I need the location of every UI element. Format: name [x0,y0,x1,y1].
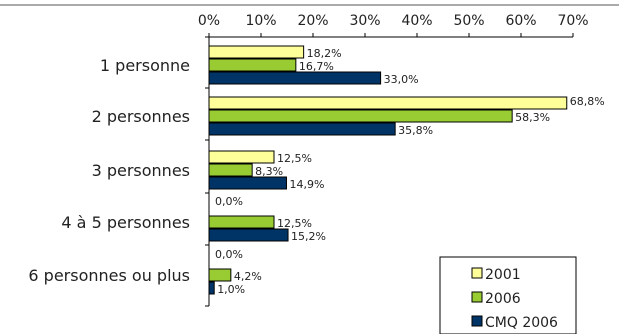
data-label-2-1: 35,8% [398,124,433,137]
category-label-4: 6 personnes ou plus [28,266,190,285]
data-label-2-2: 14,9% [289,178,324,191]
category-label-1: 2 personnes [92,107,190,126]
bar-1-1 [208,109,513,123]
bar-2-4 [208,281,215,295]
x-tick-label-2: 20% [297,13,328,29]
bar-0-1 [208,96,568,110]
legend-swatch-0 [471,267,483,279]
bar-0-2 [208,150,275,164]
bar-2-2 [208,176,287,190]
data-label-1-2: 8,3% [255,165,283,178]
bar-1-4 [208,268,232,282]
x-tick-label-3: 30% [349,13,380,29]
bar-2-3 [208,228,289,242]
data-label-2-0: 33,0% [384,73,419,86]
data-label-0-0: 18,2% [307,47,342,60]
legend-swatch-1 [471,291,483,303]
data-label-0-2: 12,5% [277,152,312,165]
data-label-0-3: 0,0% [215,195,243,208]
legend-box [439,256,577,334]
data-label-1-3: 12,5% [277,217,312,230]
bar-2-0 [208,71,382,85]
x-tick-label-6: 60% [505,13,536,29]
data-label-2-4: 1,0% [217,283,245,296]
bar-1-3 [208,215,275,229]
legend-label-0: 2001 [485,267,521,283]
category-label-3: 4 à 5 personnes [61,213,190,232]
bar-1-0 [208,58,297,72]
legend-swatch-2 [471,315,483,327]
x-tick-label-1: 10% [245,13,276,29]
data-label-0-1: 68,8% [570,95,605,108]
category-label-0: 1 personne [100,56,190,75]
data-label-1-0: 16,7% [299,60,334,73]
x-tick-label-5: 50% [453,13,484,29]
data-label-1-4: 4,2% [234,270,262,283]
x-tick-label-0: 0% [198,13,220,29]
legend-label-1: 2006 [485,291,521,307]
data-label-1-1: 58,3% [515,111,550,124]
category-label-2: 3 personnes [92,161,190,180]
bar-1-2 [208,163,253,177]
x-tick-label-4: 40% [401,13,432,29]
x-tick-label-7: 70% [557,13,588,29]
bar-2-1 [208,122,396,136]
bar-0-0 [208,45,305,59]
legend-label-2: CMQ 2006 [485,315,558,331]
data-label-0-4: 0,0% [215,248,243,261]
data-label-2-3: 15,2% [291,230,326,243]
